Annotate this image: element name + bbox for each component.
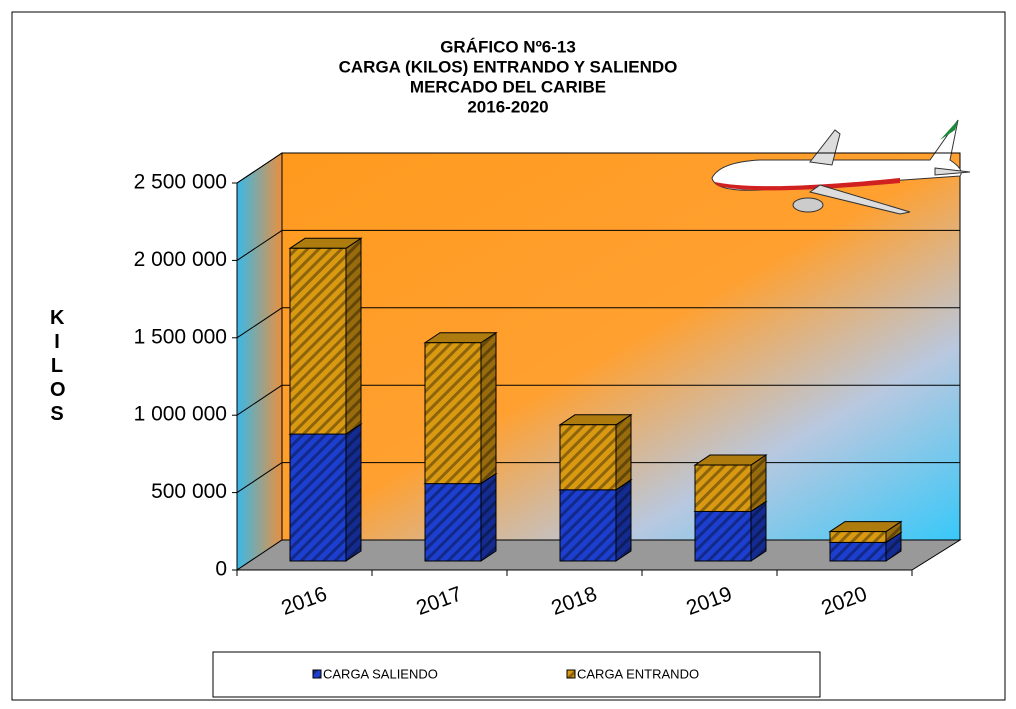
grid-line	[236, 384, 283, 416]
grid-line	[236, 152, 283, 184]
bar	[559, 489, 617, 562]
y-tick-label: 500 000	[151, 480, 227, 503]
bar	[829, 541, 887, 562]
bar	[289, 433, 347, 562]
x-tick-label: 2016	[278, 582, 330, 620]
bar	[424, 483, 482, 562]
bar-side	[345, 237, 362, 435]
legend-swatch	[566, 669, 576, 679]
x-tick-label: 2017	[413, 582, 465, 620]
x-tick-label: 2019	[683, 582, 735, 620]
bar-side	[345, 423, 362, 562]
x-tick-label: 2018	[548, 582, 600, 620]
grid-line	[236, 462, 283, 494]
bar	[289, 247, 347, 435]
legend-swatch	[312, 669, 322, 679]
legend-label: CARGA SALIENDO	[323, 666, 438, 681]
bar-side	[615, 413, 632, 491]
bar	[829, 531, 887, 543]
x-tick-label: 2020	[818, 582, 870, 620]
airplane	[711, 119, 971, 215]
bar-side	[480, 331, 497, 485]
frame	[11, 11, 1006, 701]
bar-side	[615, 478, 632, 562]
bar	[424, 342, 482, 485]
chart-subtitle: CARGA (KILOS) ENTRANDO Y SALIENDO	[339, 57, 678, 76]
grid-line	[236, 229, 283, 261]
y-tick-label: 2 000 000	[134, 248, 227, 271]
side-wall	[236, 152, 283, 571]
bar-side	[480, 472, 497, 562]
y-tick-label: 0	[215, 558, 227, 581]
chart-subtitle: 2016-2020	[467, 97, 548, 116]
legend-label: CARGA ENTRANDO	[577, 666, 699, 681]
chart-subtitle: MERCADO DEL CARIBE	[410, 77, 606, 96]
bar	[694, 510, 752, 562]
y-axis-label: KILOS	[50, 307, 66, 425]
bar	[694, 464, 752, 512]
y-tick-label: 2 500 000	[134, 171, 227, 194]
legend	[212, 651, 821, 698]
y-tick-label: 1 500 000	[134, 325, 227, 348]
chart-title: GRÁFICO Nº6-13	[440, 37, 576, 56]
y-tick-label: 1 000 000	[134, 403, 227, 426]
bar	[559, 424, 617, 491]
grid-line	[236, 307, 283, 339]
